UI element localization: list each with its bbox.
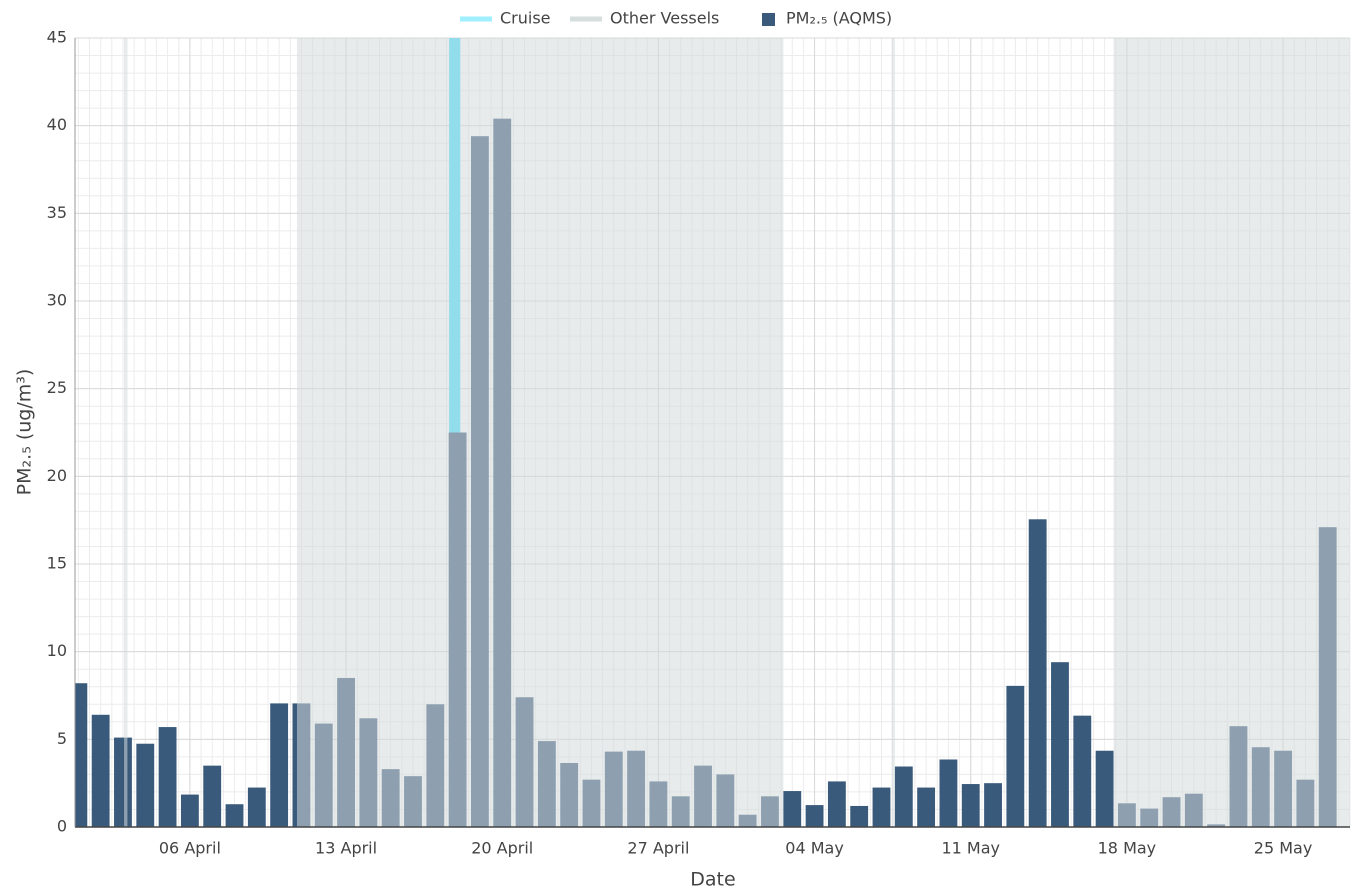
y-tick-label: 20 <box>47 466 67 485</box>
y-tick-label: 35 <box>47 203 67 222</box>
bar <box>984 783 1002 827</box>
bar <box>805 805 824 827</box>
bar <box>1073 715 1092 827</box>
bar <box>91 714 110 827</box>
bar <box>850 805 869 827</box>
span <box>296 38 784 827</box>
bar <box>1028 519 1047 827</box>
bar <box>180 794 199 827</box>
y-tick-label: 15 <box>47 554 67 573</box>
bar <box>827 781 846 827</box>
bar <box>270 703 289 827</box>
bar <box>203 765 222 827</box>
legend-swatch <box>762 13 775 26</box>
y-tick-label: 0 <box>57 817 67 836</box>
plot-area <box>75 38 1350 827</box>
x-tick-label: 11 May <box>941 839 1000 858</box>
bar <box>1095 750 1114 827</box>
span <box>1113 38 1350 827</box>
bar <box>114 737 132 827</box>
bar <box>917 787 936 827</box>
y-tick-label: 5 <box>57 729 67 748</box>
x-tick-label: 18 May <box>1098 839 1157 858</box>
axes: 0 5 10 15 20 25 30 35 40 45 06 April 13 April 20 Apr… <box>47 28 1350 858</box>
y-tick-label: 45 <box>47 28 67 47</box>
y-tick-label: 10 <box>47 641 67 660</box>
bar <box>136 743 155 827</box>
x-tick-label: 27 April <box>627 839 689 858</box>
x-tick-label: 13 April <box>315 839 377 858</box>
bar <box>75 683 88 827</box>
bar <box>961 784 980 827</box>
legend-label: Cruise <box>500 9 551 28</box>
y-tick-label: 40 <box>47 115 67 134</box>
legend-item: PM₂.₅ (AQMS) <box>762 9 892 28</box>
y-tick-label: 25 <box>47 378 67 397</box>
x-tick-label: 20 April <box>471 839 533 858</box>
bar <box>939 759 958 827</box>
bar <box>225 804 244 827</box>
x-tick-label: 06 April <box>159 839 221 858</box>
legend-label: Other Vessels <box>610 9 719 28</box>
x-tick-label: 25 May <box>1254 839 1313 858</box>
bar <box>1051 662 1069 827</box>
x-tick-label: 04 May <box>785 839 844 858</box>
span <box>124 38 128 827</box>
bar <box>783 791 802 827</box>
legend-label: PM₂.₅ (AQMS) <box>786 9 892 28</box>
bar <box>1006 685 1025 827</box>
bar <box>247 787 266 827</box>
bar <box>158 727 177 827</box>
legend-item: Other Vessels <box>570 9 719 28</box>
bar <box>894 766 913 827</box>
y-axis-label: PM₂.₅ (ug/m³) <box>14 369 36 496</box>
x-axis-label: Date <box>690 869 735 890</box>
span <box>891 38 895 827</box>
bar <box>872 787 891 827</box>
legend-item: Cruise <box>460 9 551 28</box>
y-tick-label: 30 <box>47 291 67 310</box>
